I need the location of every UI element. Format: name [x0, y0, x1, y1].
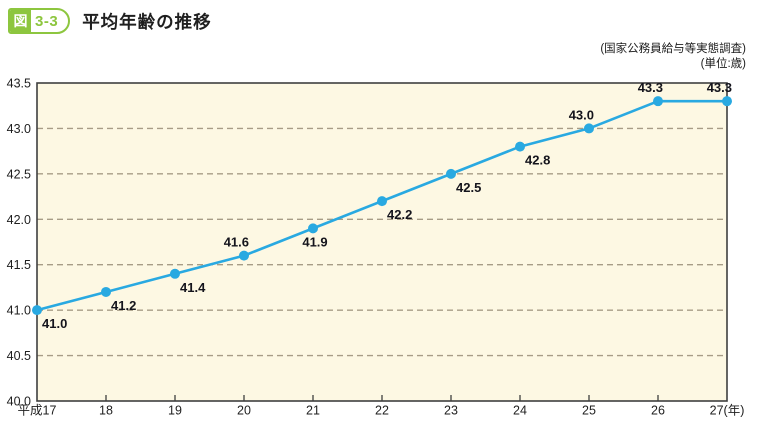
data-point	[308, 223, 318, 234]
data-point	[101, 286, 111, 297]
y-tick-label: 43.5	[7, 77, 31, 91]
figure-number-badge: 図 3-3	[8, 8, 71, 34]
y-tick-label: 40.0	[7, 395, 31, 409]
x-tick-label: 24	[513, 404, 527, 418]
figure-header: 図 3-3 平均年齢の推移	[8, 8, 212, 34]
data-point	[722, 96, 732, 107]
figure-badge-number: 3-3	[35, 12, 59, 30]
x-tick-label: 18	[99, 404, 113, 418]
data-point-label: 41.9	[302, 234, 327, 249]
data-point	[377, 196, 387, 207]
data-point	[239, 250, 249, 261]
data-point	[515, 141, 525, 152]
data-point-label: 41.6	[224, 235, 249, 250]
data-point	[32, 305, 42, 316]
data-point-label: 41.2	[111, 298, 136, 313]
data-point-label: 42.5	[456, 180, 481, 195]
x-tick-label: 19	[168, 404, 182, 418]
y-tick-label: 43.0	[7, 122, 31, 136]
data-point	[170, 268, 180, 279]
x-tick-label: 平成17	[18, 404, 57, 418]
data-point-label: 42.8	[525, 153, 550, 168]
y-tick-label: 42.0	[7, 213, 31, 227]
data-point	[653, 96, 663, 107]
data-point-label: 41.4	[180, 280, 206, 295]
data-point-label: 41.0	[42, 316, 67, 331]
x-tick-label: 26	[651, 404, 665, 418]
data-point-label: 43.3	[638, 80, 663, 95]
source-note-line2: (単位:歳)	[700, 58, 746, 70]
data-point	[446, 168, 456, 179]
x-tick-label: 25	[582, 404, 596, 418]
data-point-label: 43.3	[707, 80, 732, 95]
y-tick-label: 40.5	[7, 349, 31, 363]
y-tick-label: 41.0	[7, 304, 31, 318]
x-tick-label: 22	[375, 404, 389, 418]
y-tick-label: 41.5	[7, 258, 31, 272]
plot-border	[36, 82, 728, 402]
plot-area	[37, 83, 727, 401]
source-note: (国家公務員給与等実態調査) (単位:歳)	[600, 42, 746, 72]
data-point	[584, 123, 594, 134]
x-tick-label: 27(年)	[710, 404, 745, 418]
data-point-label: 43.0	[569, 107, 594, 122]
x-tick-label: 21	[306, 404, 320, 418]
y-tick-label: 42.5	[7, 167, 31, 181]
x-tick-label: 23	[444, 404, 458, 418]
source-note-line1: (国家公務員給与等実態調査)	[600, 43, 746, 55]
x-tick-label: 20	[237, 404, 251, 418]
figure-badge-prefix: 図	[10, 10, 31, 32]
page-title: 平均年齢の推移	[82, 11, 212, 32]
data-point-label: 42.2	[387, 207, 412, 222]
